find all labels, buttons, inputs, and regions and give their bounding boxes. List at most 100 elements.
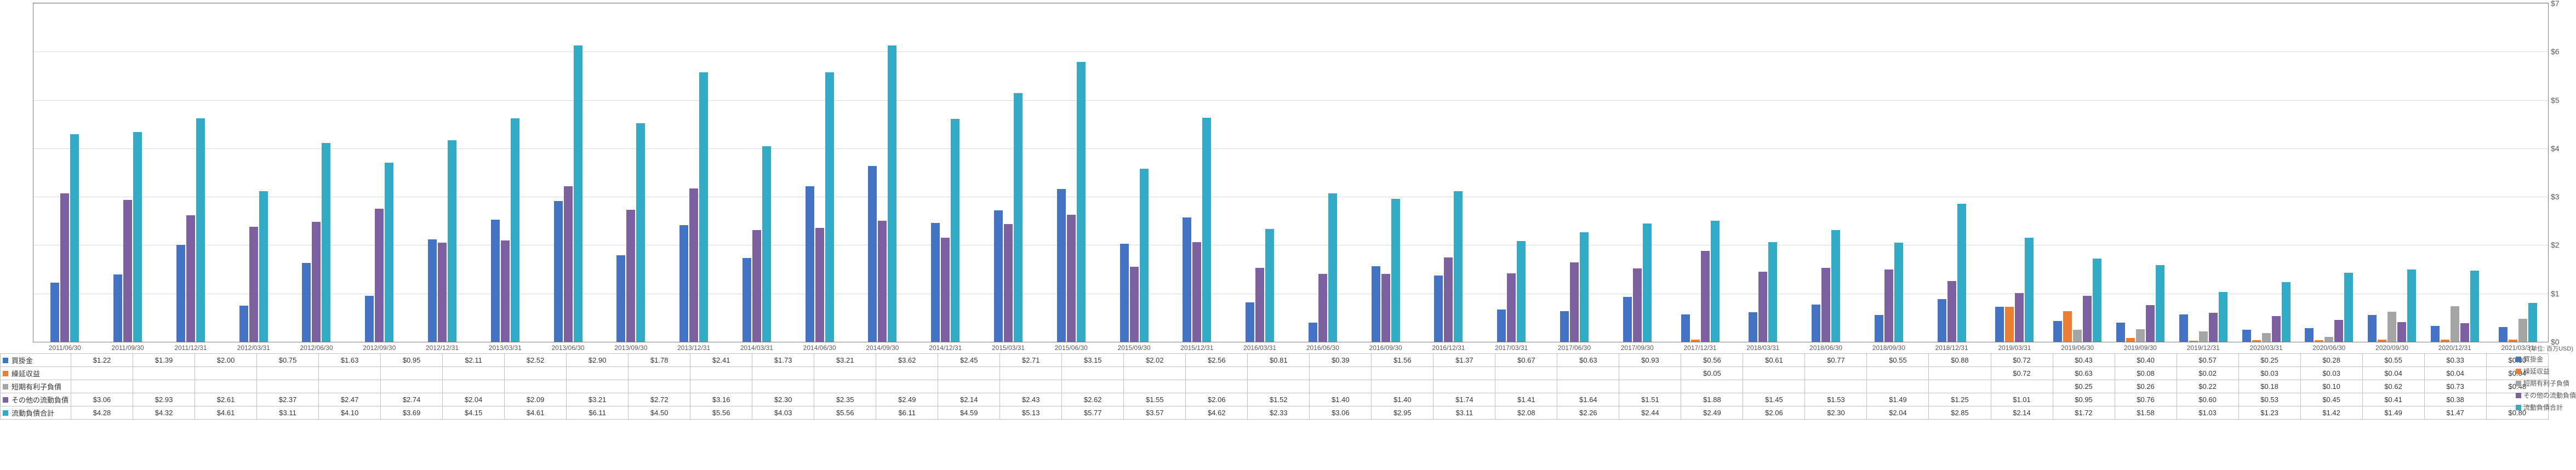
table-cell: $2.62: [1062, 393, 1124, 406]
series-label: その他の流動負債: [12, 396, 68, 404]
table-cell: [1372, 367, 1433, 380]
table-cell: $2.49: [876, 393, 938, 406]
bar-ocl: [2334, 320, 2343, 342]
table-cell: [567, 380, 629, 393]
table-cell: $0.55: [2362, 354, 2424, 367]
x-tick-label: 2015/06/30: [1055, 344, 1088, 352]
table-row: 短期有利子負債$0.25$0.26$0.22$0.18$0.10$0.62$0.…: [1, 380, 2549, 393]
bar-ap: [1681, 314, 1690, 342]
table-cell: [1062, 367, 1124, 380]
table-cell: $1.64: [1557, 393, 1619, 406]
table-cell: [1062, 380, 1124, 393]
table-cell: $2.37: [257, 393, 319, 406]
bar-group: 2019/06/30: [2046, 3, 2109, 342]
bar-group: 2017/06/30: [1543, 3, 1606, 342]
table-cell: $0.33: [2424, 354, 2486, 367]
bar-ocl: [626, 210, 635, 342]
table-cell: $0.10: [2300, 380, 2362, 393]
table-row: その他の流動負債$3.06$2.93$2.61$2.37$2.47$2.74$2…: [1, 393, 2549, 406]
table-cell: $1.74: [1433, 393, 1495, 406]
bar-ap: [679, 225, 688, 342]
table-cell: $2.45: [938, 354, 1000, 367]
table-cell: $4.15: [443, 406, 505, 420]
table-cell: $3.57: [1124, 406, 1186, 420]
table-cell: $2.14: [938, 393, 1000, 406]
table-cell: [1867, 380, 1929, 393]
table-cell: $0.45: [2300, 393, 2362, 406]
table-cell: $2.30: [1805, 406, 1867, 420]
bar-ap: [742, 258, 751, 342]
x-tick-label: 2012/06/30: [300, 344, 333, 352]
table-cell: $2.95: [1372, 406, 1433, 420]
bar-tcl: [1328, 193, 1337, 342]
bar-group: 2013/06/30: [536, 3, 599, 342]
bar-group: 2019/12/31: [2172, 3, 2235, 342]
table-cell: [381, 380, 443, 393]
bar-group: 2017/12/31: [1669, 3, 1732, 342]
bar-ocl: [1192, 242, 1201, 342]
legend-swatch: [3, 358, 8, 363]
table-cell: $0.05: [1681, 367, 1743, 380]
table-cell: [876, 367, 938, 380]
bar-tcl: [1711, 221, 1720, 342]
bar-ap: [1434, 276, 1443, 342]
table-cell: [71, 380, 133, 393]
table-cell: [1372, 380, 1433, 393]
table-cell: [814, 380, 876, 393]
table-cell: [1433, 367, 1495, 380]
table-cell: $0.63: [2053, 367, 2115, 380]
table-cell: $0.25: [2238, 354, 2300, 367]
bar-ocl: [2397, 322, 2406, 342]
table-cell: [1248, 380, 1310, 393]
table-cell: [1495, 367, 1557, 380]
bar-ocl: [1758, 272, 1767, 342]
table-cell: [690, 367, 752, 380]
bar-def: [2005, 307, 2014, 342]
bar-ap: [1372, 266, 1380, 342]
bar-group: 2016/09/30: [1354, 3, 1417, 342]
bar-def: [2509, 340, 2517, 342]
legend-swatch: [3, 397, 8, 403]
x-tick-label: 2017/06/30: [1558, 344, 1591, 352]
table-cell: $2.47: [319, 393, 381, 406]
bar-tcl: [2470, 271, 2479, 342]
table-cell: [71, 367, 133, 380]
bar-ocl: [941, 238, 950, 342]
table-cell: $4.50: [629, 406, 690, 420]
table-cell: $1.72: [2053, 406, 2115, 420]
bar-std: [2518, 319, 2527, 342]
x-tick-label: 2020/06/30: [2312, 344, 2345, 352]
bar-tcl: [448, 140, 456, 342]
bar-tcl: [1768, 242, 1777, 342]
table-cell: $3.21: [814, 354, 876, 367]
bar-ocl: [2083, 296, 2092, 342]
bar-tcl: [1140, 169, 1149, 342]
bar-tcl: [1957, 204, 1966, 342]
table-cell: $4.10: [319, 406, 381, 420]
bar-ap: [1120, 244, 1129, 342]
table-cell: $3.06: [71, 393, 133, 406]
x-tick-label: 2017/12/31: [1683, 344, 1716, 352]
y-tick: $6: [2551, 47, 2560, 56]
table-cell: $6.11: [876, 406, 938, 420]
x-tick-label: 2017/09/30: [1621, 344, 1654, 352]
bars-layer: 2011/06/302011/09/302011/12/312012/03/31…: [33, 3, 2548, 342]
table-cell: $1.22: [71, 354, 133, 367]
bar-group: 2015/06/30: [1039, 3, 1103, 342]
table-cell: $2.56: [1186, 354, 1248, 367]
bar-tcl: [699, 72, 708, 342]
bar-group: 2018/03/31: [1732, 3, 1795, 342]
y-tick: $4: [2551, 144, 2560, 153]
table-cell: $4.03: [752, 406, 814, 420]
bar-tcl: [133, 132, 142, 342]
table-cell: $1.47: [2424, 406, 2486, 420]
x-tick-label: 2014/03/31: [740, 344, 773, 352]
table-cell: $0.41: [2362, 393, 2424, 406]
table-cell: [133, 380, 195, 393]
bar-ap: [1749, 312, 1757, 342]
bar-tcl: [1517, 241, 1526, 342]
x-tick-label: 2019/03/31: [1998, 344, 2031, 352]
x-tick-label: 2011/06/30: [49, 344, 81, 352]
bar-group: 2014/12/31: [914, 3, 977, 342]
right-legend-item: 流動負債合計: [2516, 402, 2576, 414]
